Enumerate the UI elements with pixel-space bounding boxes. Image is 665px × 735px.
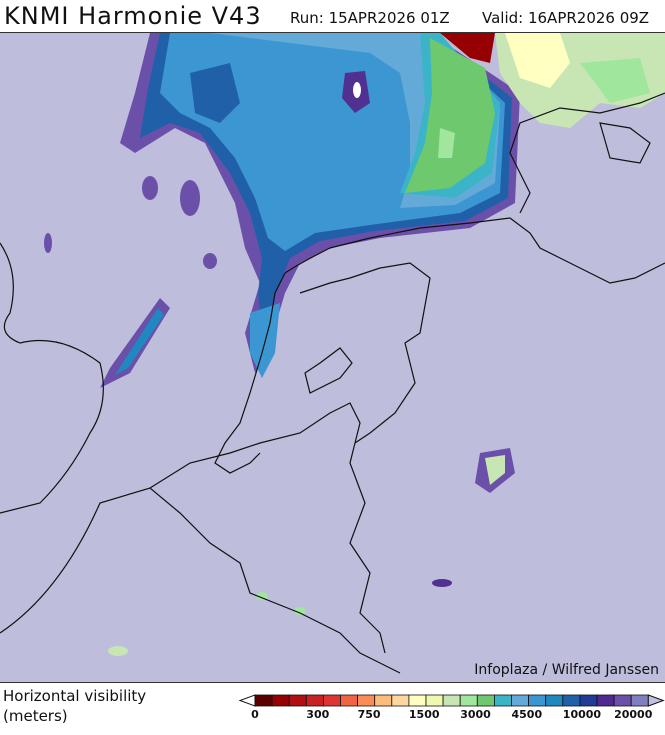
- colorbar-under-arrow: [238, 694, 256, 707]
- colorbar-swatch: [596, 694, 615, 707]
- colorbar-swatch: [579, 694, 598, 707]
- colorbar-tick-label: 300: [306, 708, 329, 721]
- colorbar-swatch: [340, 694, 359, 707]
- colorbar-tick-label: 1500: [409, 708, 440, 721]
- colorbar-tick-label: 10000: [563, 708, 602, 721]
- colorbar-tick-label: 3000: [460, 708, 491, 721]
- colorbar-swatch: [630, 694, 649, 707]
- colorbar-swatch: [391, 694, 410, 707]
- fog-field: [44, 33, 665, 656]
- colorbar-swatch: [528, 694, 547, 707]
- coastlines: [0, 92, 665, 674]
- colorbar-swatch: [271, 694, 290, 707]
- colorbar-swatch: [562, 694, 581, 707]
- chart-title: KNMI Harmonie V43: [4, 2, 262, 30]
- colorbar-tick-label: 0: [251, 708, 259, 721]
- colorbar-swatch: [442, 694, 461, 707]
- colorbar-swatch: [323, 694, 341, 707]
- colorbar-swatch: [613, 694, 632, 707]
- run-time: Run: 15APR2026 01Z: [290, 9, 450, 27]
- colorbar-tick-label: 4500: [512, 708, 543, 721]
- colorbar-over-arrow: [647, 694, 665, 707]
- colorbar-swatch: [459, 694, 478, 707]
- legend-label: Horizontal visibility (meters): [3, 686, 146, 726]
- map-canvas: [0, 33, 665, 682]
- visibility-map: Infoplaza / Wilfred Janssen: [0, 32, 665, 683]
- colorbar-tick-label: 750: [358, 708, 381, 721]
- valid-time: Valid: 16APR2026 09Z: [482, 9, 650, 27]
- colorbar-swatch: [493, 694, 512, 707]
- legend-label-line2: (meters): [3, 707, 68, 725]
- colorbar-swatch: [254, 694, 273, 707]
- colorbar-swatch: [288, 694, 307, 707]
- colorbar-swatch: [476, 694, 495, 707]
- colorbar-swatch: [408, 694, 427, 707]
- colorbar-swatch: [305, 694, 324, 707]
- colorbar-swatch: [425, 694, 444, 707]
- colorbar-swatch: [511, 694, 530, 707]
- colorbar-swatch: [545, 694, 564, 707]
- colorbar-swatch: [374, 694, 393, 707]
- colorbar-swatch: [357, 694, 376, 707]
- colorbar: 0 300 750 1500 3000 4500 10000 20000: [238, 694, 665, 721]
- colorbar-tick-label: 20000: [614, 708, 653, 721]
- legend-label-line1: Horizontal visibility: [3, 687, 147, 705]
- map-credit: Infoplaza / Wilfred Janssen: [474, 662, 659, 678]
